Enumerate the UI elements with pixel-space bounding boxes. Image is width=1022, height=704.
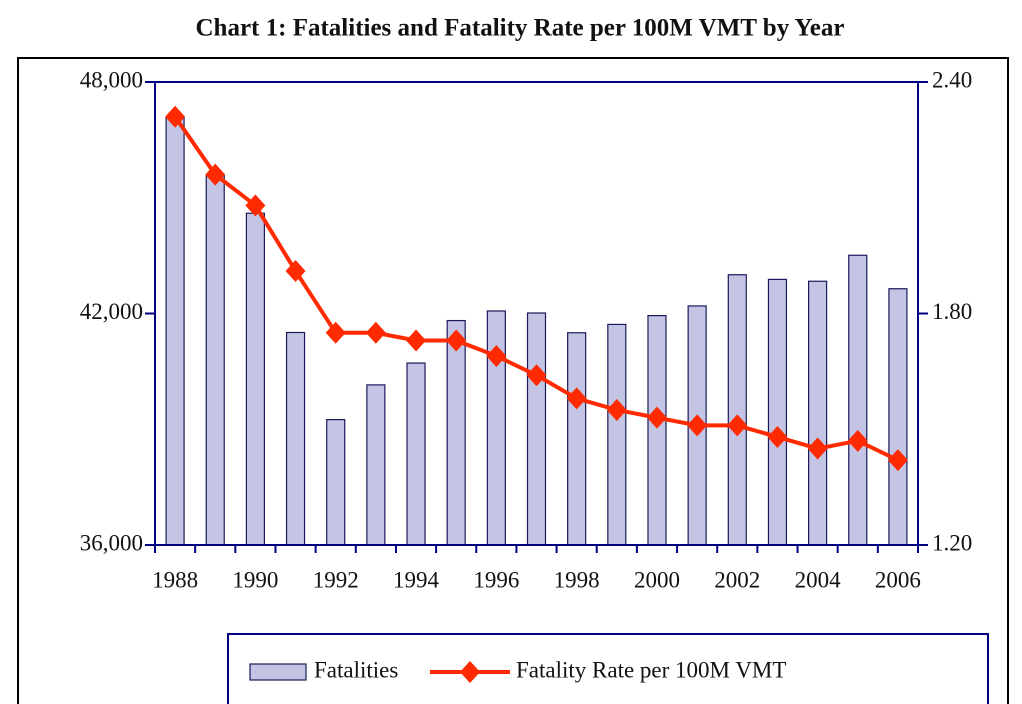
y-tick-label: 42,000 xyxy=(80,299,143,324)
marker xyxy=(566,387,587,410)
x-tick-label: 1996 xyxy=(473,567,519,592)
x-tick-label: 2002 xyxy=(714,567,760,592)
x-tick-label: 1990 xyxy=(232,567,278,592)
bar xyxy=(205,174,225,546)
marker xyxy=(365,321,386,344)
x-tick-label: 2004 xyxy=(795,567,842,592)
bar xyxy=(446,319,466,546)
marker xyxy=(406,329,427,352)
bar xyxy=(285,331,306,546)
chart-title: Chart 1: Fatalities and Fatality Rate pe… xyxy=(196,15,845,42)
bar xyxy=(567,332,587,546)
legend-swatch xyxy=(249,663,307,681)
x-tick-label: 1998 xyxy=(554,567,600,592)
legend-marker xyxy=(460,661,480,683)
marker xyxy=(767,425,788,448)
marker xyxy=(486,344,507,367)
marker xyxy=(285,260,306,283)
bar xyxy=(165,116,185,546)
bar xyxy=(326,419,346,546)
bar xyxy=(727,274,747,546)
x-tick-label: 1994 xyxy=(393,567,440,592)
marker xyxy=(205,163,226,186)
chart-border xyxy=(17,57,1009,704)
bar xyxy=(848,254,868,546)
marker xyxy=(245,194,266,217)
legend-box xyxy=(227,633,989,704)
marker xyxy=(446,329,467,352)
bar xyxy=(406,362,426,546)
y-tick-label: 36,000 xyxy=(80,530,143,555)
marker xyxy=(687,414,708,437)
bar xyxy=(607,323,627,546)
marker xyxy=(165,105,186,128)
y-tick-label: 48,000 xyxy=(80,67,143,92)
bar xyxy=(245,212,265,546)
marker xyxy=(646,406,667,429)
marker xyxy=(606,398,627,421)
x-tick-label: 2006 xyxy=(875,567,921,592)
bar xyxy=(888,288,908,546)
bar xyxy=(767,278,788,546)
marker xyxy=(526,364,547,387)
x-tick-label: 1992 xyxy=(313,567,359,592)
bar xyxy=(366,384,386,546)
marker xyxy=(807,437,828,460)
legend-label: Fatalities xyxy=(314,657,398,682)
bar xyxy=(647,315,667,546)
y2-tick-label: 1.20 xyxy=(932,530,972,555)
x-tick-label: 2000 xyxy=(634,567,680,592)
x-tick-label: 1988 xyxy=(152,567,198,592)
bar xyxy=(808,280,828,546)
legend-label: Fatality Rate per 100M VMT xyxy=(516,657,786,682)
marker xyxy=(887,449,908,472)
marker xyxy=(727,414,748,437)
marker xyxy=(325,321,346,344)
bar xyxy=(526,312,547,546)
y2-tick-label: 1.80 xyxy=(932,299,972,324)
marker xyxy=(847,429,868,452)
y2-tick-label: 2.40 xyxy=(932,67,972,92)
